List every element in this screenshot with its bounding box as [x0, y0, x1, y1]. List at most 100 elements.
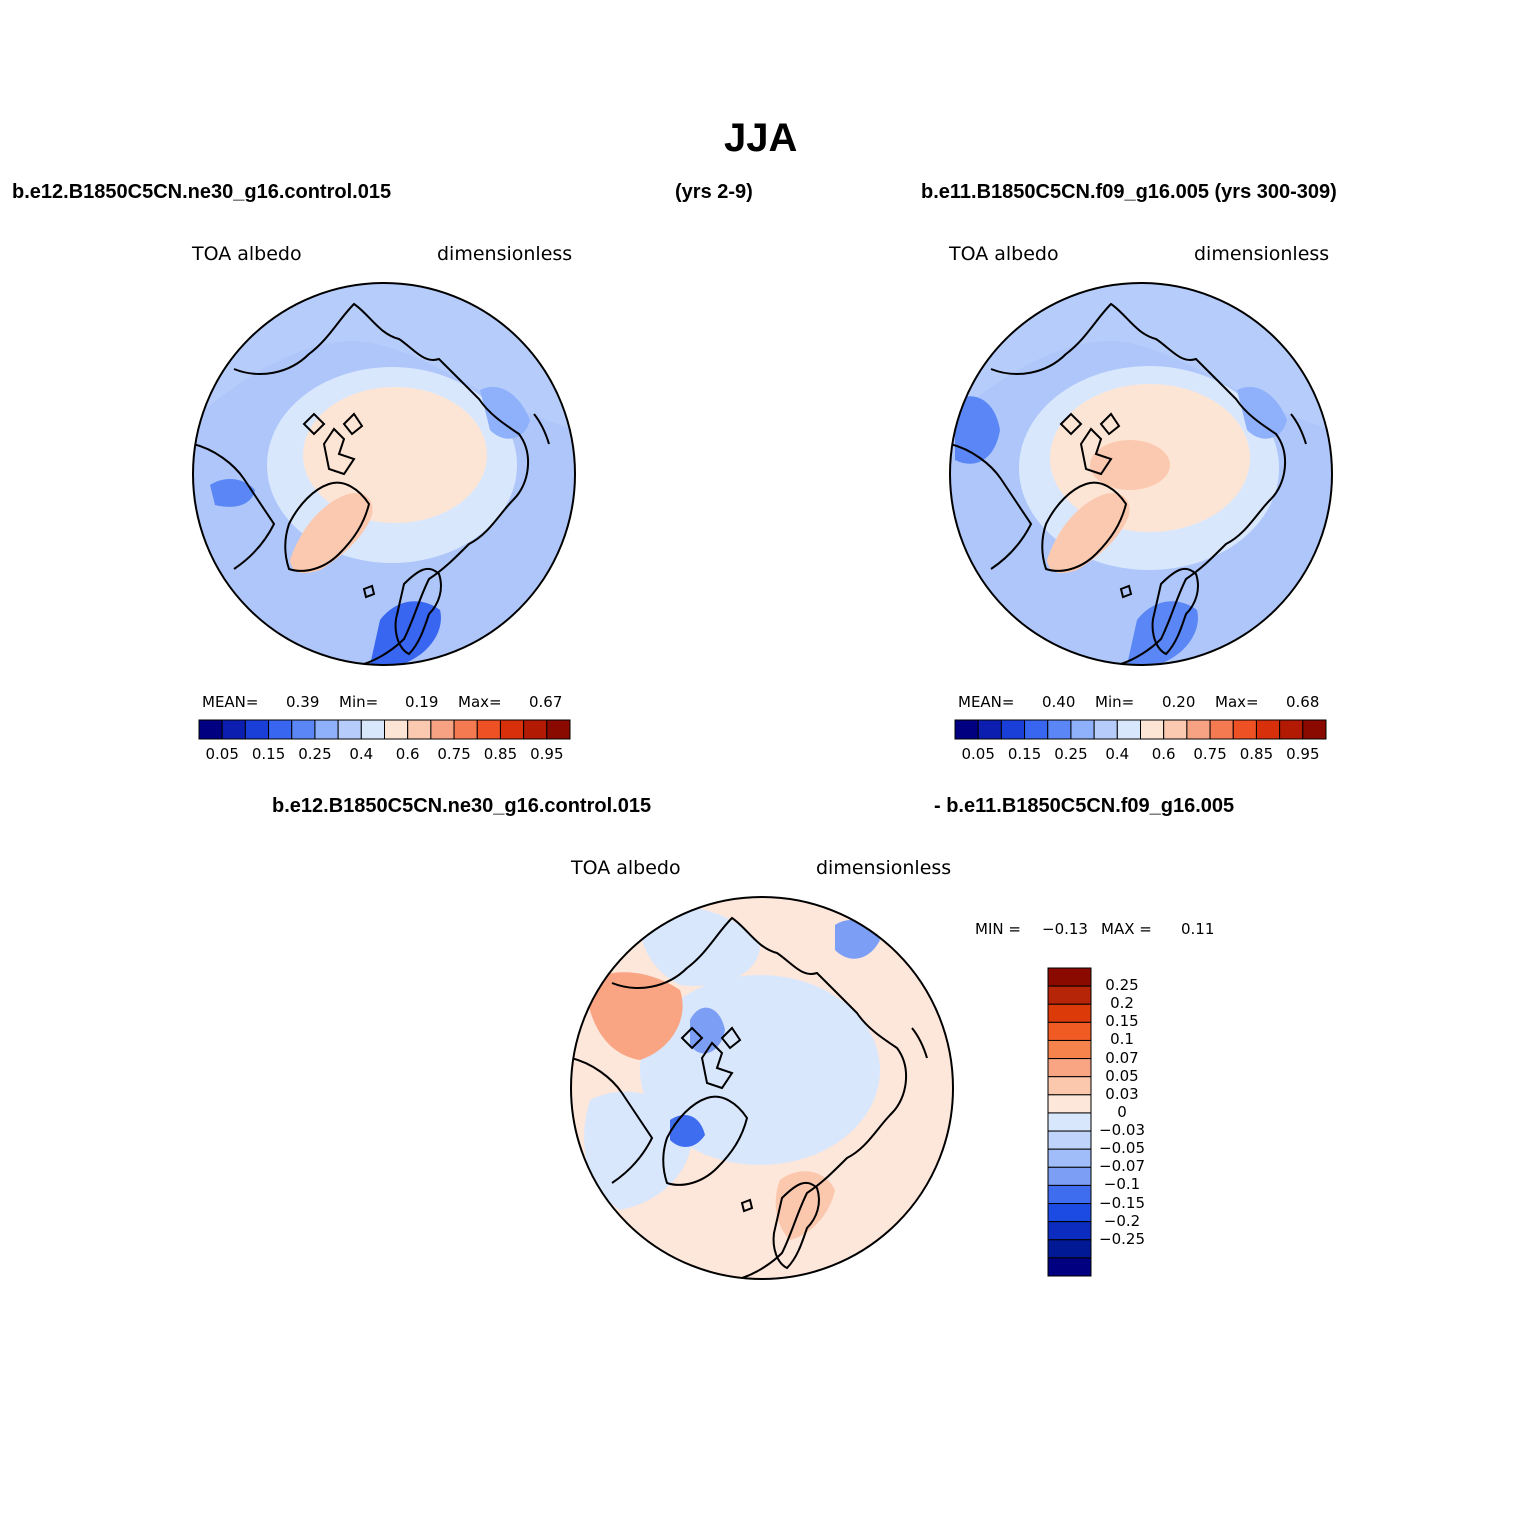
right-colorbar-swatch — [1024, 719, 1049, 740]
left-colorbar-swatch — [476, 719, 501, 740]
right-colorbar-swatch — [1070, 719, 1095, 740]
right-min-label: Min= — [1095, 693, 1135, 711]
left-map-dark-patch-ne — [480, 386, 530, 439]
right-colorbar-swatch — [1093, 719, 1118, 740]
left-colorbar-tick-label: 0.25 — [298, 745, 332, 763]
diff-colorbar — [1047, 967, 1092, 1277]
left-colorbar-swatch — [291, 719, 316, 740]
right-colorbar-tick-label: 0.6 — [1151, 745, 1176, 763]
left-colorbar-swatch — [546, 719, 571, 740]
diff-colorbar-swatch — [1047, 1257, 1092, 1277]
diff-colorbar-swatch — [1047, 1203, 1092, 1223]
diff-colorbar-tick-label: −0.15 — [1099, 1193, 1145, 1212]
left-colorbar-tick-label: 0.15 — [251, 745, 286, 763]
left-colorbar-swatch — [314, 719, 339, 740]
diff-map-negative-sw — [584, 1091, 692, 1210]
diff-colorbar-tick-label: 0.07 — [1105, 1048, 1139, 1067]
right-map-ice-core — [1090, 440, 1170, 490]
right-mean-label: MEAN= — [958, 693, 1015, 711]
diff-max-label: MAX = — [1101, 920, 1152, 938]
right-colorbar-tick-label: 0.15 — [1007, 745, 1042, 763]
diff-map-negative-north — [639, 904, 760, 986]
diff-colorbar-swatch — [1047, 1112, 1092, 1132]
diff-colorbar-tick-label: −0.03 — [1099, 1121, 1145, 1140]
left-colorbar-tick-label: 0.4 — [349, 745, 374, 763]
diff-colorbar-swatch — [1047, 985, 1092, 1005]
diff-case-b-label: - b.e11.B1850C5CN.f09_g16.005 — [934, 795, 1235, 817]
left-units-label: dimensionless — [437, 243, 573, 265]
left-mean-value: 0.39 — [286, 693, 320, 711]
diff-units-label: dimensionless — [816, 857, 952, 879]
diff-colorbar-swatch — [1047, 1148, 1092, 1168]
diff-colorbar-tick-label: 0.03 — [1105, 1084, 1139, 1103]
right-colorbar-swatch — [1232, 719, 1257, 740]
right-map — [950, 283, 1332, 665]
left-colorbar-swatch — [407, 719, 432, 740]
diff-case-a-label: b.e12.B1850C5CN.ne30_g16.control.015 — [272, 795, 652, 817]
right-colorbar-swatch — [1255, 719, 1281, 740]
left-field-label: TOA albedo — [192, 243, 302, 265]
diff-map-positive-nw — [585, 972, 683, 1060]
right-colorbar-swatch — [1209, 719, 1234, 740]
right-map-dark-patch-ne — [1237, 386, 1287, 439]
diff-map-border — [570, 896, 954, 1280]
diff-colorbar-tick-label: 0.1 — [1110, 1030, 1134, 1049]
right-mean-value: 0.40 — [1042, 693, 1076, 711]
diff-colorbar-tick-label: 0.25 — [1105, 976, 1139, 995]
right-max-label: Max= — [1215, 693, 1259, 711]
diff-colorbar-tick-label: 0.2 — [1110, 994, 1134, 1013]
diff-min-value: −0.13 — [1042, 920, 1088, 938]
diff-colorbar-swatch — [1047, 967, 1092, 987]
right-colorbar-swatch — [1047, 719, 1072, 740]
right-colorbar-tick-label: 0.85 — [1239, 745, 1274, 763]
diff-colorbar-swatch — [1047, 1058, 1092, 1078]
left-colorbar-tick-label: 0.75 — [437, 745, 471, 763]
left-map-ice — [303, 387, 487, 523]
right-colorbar-tick-label: 0.95 — [1286, 745, 1320, 763]
left-max-value: 0.67 — [529, 693, 563, 711]
right-map-dark-patch-sw — [955, 396, 1000, 464]
left-mean-label: MEAN= — [202, 693, 259, 711]
right-map-greenland — [1047, 492, 1130, 573]
left-colorbar-swatch — [268, 719, 293, 740]
left-colorbar-swatch — [384, 719, 409, 740]
diff-colorbar-swatch — [1047, 1239, 1092, 1259]
right-max-value: 0.68 — [1286, 693, 1320, 711]
left-colorbar-swatch — [523, 719, 548, 740]
right-colorbar-swatch — [954, 719, 979, 740]
left-colorbar-swatch — [198, 719, 223, 740]
right-units-label: dimensionless — [1194, 243, 1330, 265]
left-map-border — [192, 282, 576, 666]
diff-colorbar-tick-label: −0.25 — [1099, 1229, 1145, 1248]
left-case-label: b.e12.B1850C5CN.ne30_g16.control.015 — [12, 181, 392, 203]
right-colorbar-tick-label: 0.4 — [1105, 745, 1130, 763]
diff-max-value: 0.11 — [1181, 920, 1215, 938]
right-map-dark-patch-se — [1127, 601, 1198, 665]
left-min-label: Min= — [339, 693, 379, 711]
left-max-label: Max= — [458, 693, 502, 711]
diff-colorbar-swatch — [1047, 1021, 1092, 1041]
left-years-label: (yrs 2-9) — [675, 181, 753, 203]
diff-colorbar-swatch — [1047, 1094, 1092, 1114]
diff-colorbar-tick-label: 0.05 — [1105, 1066, 1139, 1085]
right-colorbar — [954, 719, 1327, 740]
diff-colorbar-tick-label: 0 — [1117, 1102, 1127, 1121]
left-colorbar-swatch — [337, 719, 362, 740]
right-colorbar-swatch — [1279, 719, 1304, 740]
right-case-label: b.e11.B1850C5CN.f09_g16.005 (yrs 300-309… — [921, 181, 1337, 203]
left-colorbar — [198, 719, 571, 740]
diff-map-positive-scandinavia — [775, 1171, 835, 1240]
diff-colorbar-swatch — [1047, 1130, 1092, 1150]
left-colorbar-swatch — [221, 719, 246, 740]
left-colorbar-swatch — [360, 719, 385, 740]
right-field-label: TOA albedo — [949, 243, 1059, 265]
left-colorbar-tick-label: 0.85 — [483, 745, 518, 763]
diff-colorbar-tick-label: −0.1 — [1103, 1175, 1141, 1194]
right-colorbar-tick-label: 0.75 — [1193, 745, 1227, 763]
left-colorbar-swatch — [244, 719, 270, 740]
left-map-greenland — [290, 492, 373, 573]
left-map — [193, 283, 575, 665]
left-min-value: 0.19 — [405, 693, 439, 711]
right-colorbar-swatch — [1186, 719, 1211, 740]
